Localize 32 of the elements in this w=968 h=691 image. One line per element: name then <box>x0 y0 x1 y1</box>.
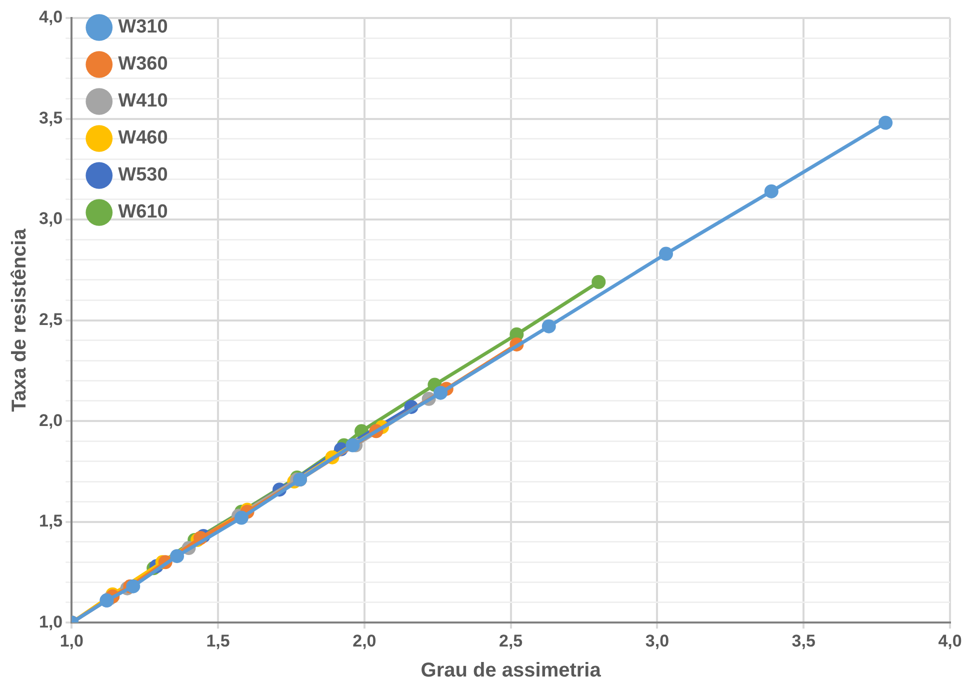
point <box>764 184 778 198</box>
point <box>234 510 248 525</box>
x-tick-label: 1,5 <box>206 631 230 650</box>
legend-label: W360 <box>118 54 168 75</box>
y-tick-label: 3,0 <box>38 209 63 228</box>
y-tick-label: 1,0 <box>38 612 63 632</box>
x-tick-label: 3,0 <box>645 631 670 650</box>
y-tick-label: 4,0 <box>38 8 63 27</box>
y-tick-label: 2,0 <box>38 410 63 430</box>
y-axis-title: Taxa de resistência <box>8 228 31 412</box>
y-tick-label: 3,5 <box>38 108 63 128</box>
y-tick-label: 1,5 <box>38 512 63 531</box>
legend-label: W310 <box>118 16 168 38</box>
point <box>434 386 448 400</box>
x-tick-label: 3,5 <box>792 631 816 650</box>
point <box>542 319 556 334</box>
x-tick-label: 2,5 <box>498 631 523 650</box>
x-axis-title: Grau de assimetria <box>420 660 602 682</box>
point <box>126 579 140 594</box>
point <box>592 275 606 290</box>
point <box>170 549 184 564</box>
x-tick-label: 2,0 <box>352 631 376 650</box>
point <box>658 246 673 261</box>
x-tick-label: 1,0 <box>60 631 84 650</box>
legend-label: W460 <box>118 128 168 149</box>
y-tick-label: 2,5 <box>38 310 63 329</box>
legend-label: W530 <box>118 164 168 186</box>
point <box>346 438 360 452</box>
legend-label: W610 <box>118 202 168 223</box>
legend-label: W410 <box>118 90 168 112</box>
point <box>878 116 893 130</box>
x-tick-label: 4,0 <box>938 631 962 650</box>
